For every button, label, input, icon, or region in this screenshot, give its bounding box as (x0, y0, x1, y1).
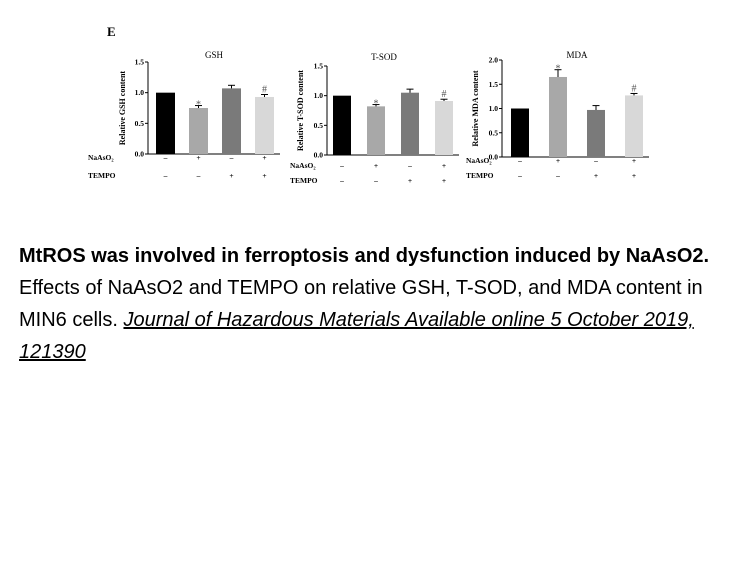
caption-title: MtROS was involved in ferroptosis and dy… (19, 245, 710, 267)
condition-sign: – (196, 171, 201, 180)
condition-sign: – (229, 153, 234, 162)
condition-sign: + (408, 176, 412, 185)
condition-sign: + (632, 156, 636, 165)
significance-marker: * (556, 64, 561, 75)
significance-marker: * (374, 99, 379, 110)
bar-control (156, 92, 175, 154)
bar-naaso2-tempo (625, 95, 643, 157)
chart-title: GSH (205, 50, 224, 60)
chart-title: MDA (566, 50, 588, 60)
y-tick-label: 0.0 (135, 150, 145, 159)
bar-control (511, 108, 529, 157)
panel-label: E (107, 24, 116, 39)
bar-naaso2-tempo (255, 96, 274, 154)
condition-label: TEMPO (290, 176, 318, 185)
significance-marker: # (262, 85, 267, 96)
condition-sign: + (556, 156, 560, 165)
condition-sign: + (442, 176, 446, 185)
bar-naaso2 (549, 76, 567, 157)
chart-t-sod: T-SOD Relative T-SOD content 0.0 0.5 1.0 1.5 *… (290, 52, 459, 185)
y-tick-label: 0.5 (314, 121, 324, 130)
condition-sign: – (517, 171, 522, 180)
bar-tempo (587, 109, 605, 157)
y-tick-label: 1.0 (314, 91, 324, 100)
chart-mda: MDA Relative MDA content 0.0 0.5 1.0 1.5 2.0 * #… (466, 50, 649, 180)
condition-sign: + (262, 171, 266, 180)
bar-naaso2 (367, 106, 385, 155)
y-axis-label: Relative GSH content (118, 71, 127, 146)
bar-tempo (401, 92, 419, 155)
condition-sign: + (632, 171, 636, 180)
condition-sign: + (229, 171, 233, 180)
bar-naaso2 (189, 108, 208, 154)
condition-label: TEMPO (466, 171, 494, 180)
caption-description: Effects of NaAsO2 and TEMPO on relative … (19, 272, 744, 368)
charts-group: GSH Relative GSH content 0.0 0.5 1.0 1.5 * # NaA… (88, 50, 649, 185)
condition-sign: – (593, 156, 598, 165)
condition-sign: – (373, 176, 378, 185)
bar-naaso2-tempo (435, 101, 453, 155)
condition-sign: – (339, 161, 344, 170)
y-tick-label: 0.0 (489, 153, 499, 162)
condition-label: NaAsO₂ (466, 156, 492, 165)
y-tick-label: 0.0 (314, 151, 324, 160)
condition-label: TEMPO (88, 171, 116, 180)
y-tick-label: 1.5 (489, 80, 499, 89)
figure-caption: MtROS was involved in ferroptosis and dy… (19, 240, 744, 368)
y-tick-label: 1.5 (135, 58, 145, 67)
y-axis-label: Relative T-SOD content (296, 70, 305, 151)
condition-sign: – (339, 176, 344, 185)
caption-description-text: Effects of NaAsO2 and TEMPO on relative … (19, 277, 703, 331)
y-axis-label: Relative MDA content (471, 70, 480, 146)
y-tick-label: 1.5 (314, 62, 324, 71)
y-tick-label: 2.0 (489, 56, 499, 65)
condition-sign: + (594, 171, 598, 180)
significance-marker: # (442, 89, 447, 100)
condition-sign: – (163, 171, 168, 180)
condition-sign: – (163, 153, 168, 162)
condition-sign: – (517, 156, 522, 165)
condition-sign: – (555, 171, 560, 180)
chart-title: T-SOD (371, 52, 397, 62)
y-tick-label: 0.5 (135, 119, 145, 128)
condition-label: NaAsO₂ (88, 153, 114, 162)
condition-sign: – (407, 161, 412, 170)
journal-link[interactable]: Journal of Hazardous Materials Available… (19, 309, 694, 363)
condition-label: NaAsO₂ (290, 161, 316, 170)
condition-sign: + (442, 161, 446, 170)
condition-sign: + (262, 153, 266, 162)
condition-sign: + (374, 161, 378, 170)
significance-marker: * (196, 100, 201, 111)
chart-gsh: GSH Relative GSH content 0.0 0.5 1.0 1.5 * # NaA… (88, 50, 280, 180)
bar-control (333, 95, 351, 155)
bar-tempo (222, 88, 241, 154)
condition-sign: + (196, 153, 200, 162)
figure-panel-e: E GSH Relative GSH content 0.0 0.5 1.0 1.5 * # N… (88, 24, 649, 185)
y-tick-label: 1.0 (489, 104, 499, 113)
significance-marker: # (632, 83, 637, 94)
y-tick-label: 0.5 (489, 128, 499, 137)
y-tick-label: 1.0 (135, 88, 145, 97)
